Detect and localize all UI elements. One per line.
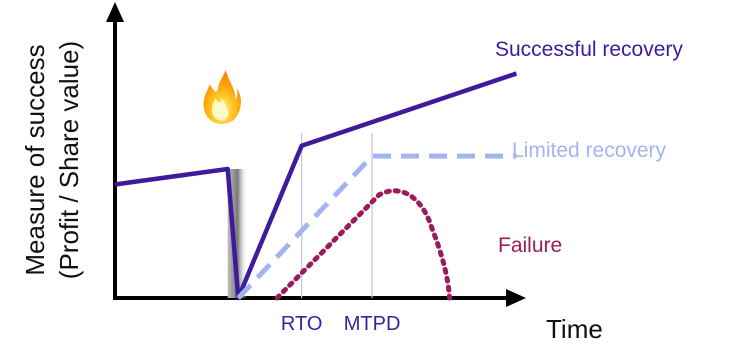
x-axis-title: Time: [546, 314, 603, 344]
fire-icon: [203, 70, 241, 124]
series-line-failure: [274, 188, 453, 301]
x-axis-arrow-icon: [506, 289, 526, 307]
x-tick-label-rto: RTO: [281, 313, 323, 335]
y-axis-arrow-icon: [106, 2, 124, 22]
x-tick-label-mtpd: MTPD: [344, 313, 401, 335]
series-line-limited-recovery: [236, 153, 517, 300]
series-layer: [114, 71, 518, 301]
series-line-successful-recovery: [114, 71, 518, 301]
series-label-limited: Limited recovery: [512, 139, 667, 162]
y-axis-title-line2: (Profit / Share value): [54, 41, 84, 279]
y-axis-title-line1: Measure of success: [20, 44, 50, 275]
series-label-successful: Successful recovery: [495, 38, 683, 61]
series-label-failure: Failure: [498, 234, 562, 257]
